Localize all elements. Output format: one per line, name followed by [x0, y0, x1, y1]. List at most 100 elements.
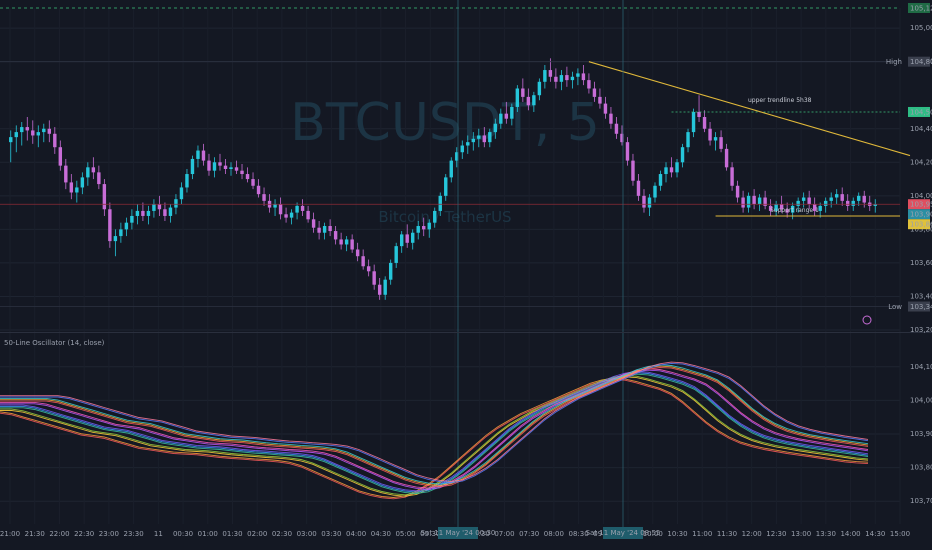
time-tick-label: 07:30: [519, 530, 539, 538]
oscillator-band-line: [0, 372, 869, 493]
time-tick-label: 00:30: [173, 530, 193, 538]
time-tick-label: 07:00: [494, 530, 514, 538]
osc-tick-label: 103,800.00: [910, 464, 932, 472]
candle-body: [570, 76, 575, 81]
candle-body: [262, 194, 266, 201]
top-line-tag-bg: [908, 3, 930, 13]
candle-body: [807, 197, 811, 205]
candle-body: [455, 152, 459, 161]
candle-body: [372, 271, 376, 285]
candle-body: [697, 111, 701, 118]
time-axis[interactable]: 21:00 21:30 22:00 22:30 23:00 23:30 11 00:30 01:…: [0, 527, 910, 539]
candle-body: [306, 210, 310, 220]
pane-separator[interactable]: [0, 332, 932, 333]
candle-body: [537, 81, 542, 96]
candle-body: [218, 162, 222, 166]
candle-body: [113, 236, 118, 242]
candle-body: [388, 262, 393, 280]
time-tick-label: 04:00: [346, 530, 366, 538]
candle-body: [157, 204, 162, 210]
candle-body: [58, 147, 63, 166]
candle-body: [631, 160, 635, 181]
candle-body: [735, 185, 740, 198]
candle-body: [433, 210, 437, 223]
candle-body: [86, 167, 90, 178]
osc-tick-label: 104,000.00: [910, 396, 932, 404]
time-tick-label: 21:00: [0, 530, 20, 538]
level-value-tag: 104,500.00: [910, 108, 932, 116]
low-value-tag: 103,340.00: [910, 303, 932, 311]
time-highlight-label: Sat 11 May '24 00:30: [421, 529, 496, 537]
candle-body: [102, 184, 107, 210]
oscillator-band-line: [0, 361, 869, 482]
candle-body: [565, 75, 569, 81]
candle-body: [141, 210, 145, 216]
candle-body: [708, 128, 712, 141]
oscillator-band-line: [0, 364, 869, 485]
candle-body: [862, 195, 866, 203]
low-label: Low: [888, 303, 902, 311]
candle-body: [240, 170, 244, 175]
time-tick-label: 11:00: [692, 530, 712, 538]
candle-body: [14, 132, 18, 138]
oscillator-band-line: [0, 377, 869, 498]
time-tick-label: 01:30: [222, 530, 242, 538]
last-price-tag: 103,950.00: [910, 201, 932, 209]
price-tick-label: 104,000.00: [910, 192, 932, 200]
candle-body: [284, 214, 288, 218]
time-tick-label: 23:00: [99, 530, 119, 538]
price-tags: 105,120.00 104,800.00 104,500.00 103,950.00…: [886, 3, 932, 312]
candle-body: [576, 73, 580, 77]
time-tick-label: 05:30: [420, 530, 440, 538]
candle-body: [548, 70, 553, 77]
time-tick-label: 14:30: [865, 530, 885, 538]
trendline[interactable]: [588, 61, 911, 157]
candle-body: [840, 194, 844, 201]
candle-body: [350, 239, 354, 250]
candle-body: [53, 133, 57, 148]
candle-body: [466, 142, 470, 146]
alert-icon[interactable]: [862, 315, 872, 325]
candle-body: [168, 207, 173, 216]
candle-body: [135, 210, 140, 216]
candle-body: [658, 174, 663, 186]
candle-body: [146, 210, 151, 216]
candle-body: [152, 204, 156, 211]
candle-body: [328, 226, 332, 232]
candle-body: [873, 204, 877, 206]
price-axis[interactable]: 105,000.00 104,800.00 104,400.00 104,200.00…: [910, 24, 932, 505]
candle-body: [69, 182, 74, 193]
candle-body: [796, 200, 800, 206]
candle-body: [300, 205, 305, 211]
candle-body: [223, 165, 228, 169]
time-tick-label: 06:30: [470, 530, 490, 538]
candle-body: [317, 227, 321, 233]
osc-tick-label: 103,700.00: [910, 497, 932, 505]
candle-body: [460, 145, 464, 153]
candle-body: [212, 162, 217, 171]
candle-body: [366, 266, 371, 272]
time-tick-label: 13:00: [791, 530, 811, 538]
candle-body: [532, 95, 536, 106]
last-price-tag-bg: [908, 199, 930, 210]
candle-body: [521, 88, 525, 97]
candle-body: [9, 137, 13, 143]
candle-body: [245, 174, 250, 180]
time-tick-label: 08:30: [569, 530, 589, 538]
candle-body: [311, 219, 316, 228]
oscillator-band-line: [0, 369, 869, 490]
time-highlight-label: Sat 11 May '24 08:55: [586, 529, 661, 537]
extra-tag-2: 103,860.00: [910, 221, 932, 229]
oscillator-band-line: [0, 373, 869, 494]
support-label: Support range 1: [770, 207, 819, 214]
candle-body: [201, 150, 206, 161]
candle-body: [702, 117, 707, 129]
candle-body: [664, 167, 668, 175]
candle-body: [482, 135, 487, 143]
time-highlight-bg: [438, 527, 478, 539]
candle-body: [669, 167, 674, 173]
candle-body: [812, 204, 817, 211]
candle-body: [427, 222, 431, 230]
candle-body: [493, 123, 498, 133]
